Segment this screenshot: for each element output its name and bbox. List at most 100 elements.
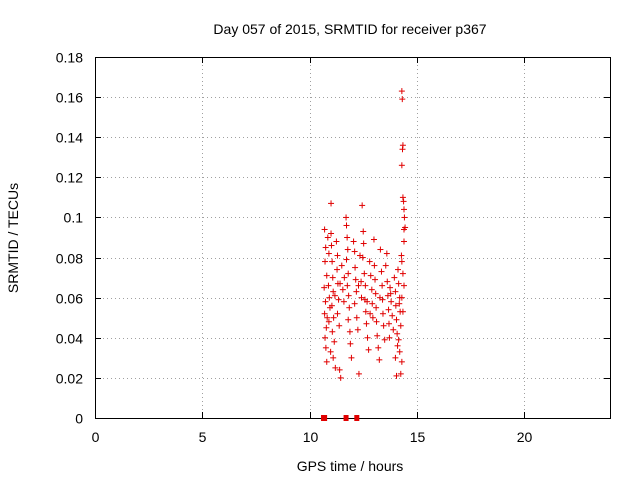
x-tick-label: 15 [410, 429, 426, 445]
data-point [398, 162, 405, 169]
zero-data-point [354, 415, 360, 421]
data-point [325, 250, 332, 257]
data-point [327, 348, 334, 355]
data-point [376, 294, 383, 301]
data-point [387, 284, 394, 291]
data-point [362, 308, 369, 315]
data-point [329, 328, 336, 335]
data-point [382, 262, 389, 269]
data-point [374, 332, 381, 339]
y-tick-label: 0.04 [56, 331, 83, 347]
data-point [362, 282, 369, 289]
data-point [399, 96, 406, 103]
data-point [379, 282, 386, 289]
data-point [343, 222, 350, 229]
data-point [400, 198, 407, 205]
data-point [379, 310, 386, 317]
data-point [335, 296, 342, 303]
data-point [332, 364, 339, 371]
data-point [385, 306, 392, 313]
data-point [331, 338, 338, 345]
data-point [398, 252, 405, 259]
data-point [336, 322, 343, 329]
x-axis-label: GPS time / hours [297, 458, 404, 474]
data-point [392, 302, 399, 309]
data-point [373, 318, 380, 325]
data-point [329, 274, 336, 281]
data-point [396, 300, 403, 307]
data-point [330, 314, 337, 321]
x-tick-label: 0 [92, 429, 100, 445]
data-point [401, 282, 407, 289]
data-point [334, 252, 341, 259]
y-tick-label: 0 [75, 411, 83, 427]
data-point [328, 302, 335, 309]
y-tick-label: 0.06 [56, 291, 83, 307]
data-point [381, 336, 388, 343]
data-point [385, 320, 392, 327]
data-point [343, 214, 350, 221]
data-point [358, 294, 365, 301]
data-point [384, 278, 391, 285]
data-point [366, 258, 373, 265]
chart-title: Day 057 of 2015, SRMTID for receiver p36… [213, 21, 486, 37]
data-point [323, 324, 330, 331]
data-point [328, 200, 335, 207]
data-point [321, 310, 328, 317]
data-point [323, 358, 330, 365]
data-point [322, 244, 329, 251]
x-tick-label: 20 [517, 429, 533, 445]
data-point [401, 238, 407, 245]
data-point [350, 238, 357, 245]
zero-data-point [343, 415, 349, 421]
data-point [372, 276, 379, 283]
data-point [373, 304, 380, 311]
y-tick-label: 0.18 [56, 50, 83, 66]
data-point [372, 290, 379, 297]
data-point [360, 228, 367, 235]
data-point [397, 322, 404, 329]
data-point [370, 236, 377, 243]
data-point [397, 370, 404, 377]
data-point [324, 234, 331, 241]
y-tick-label: 0.12 [56, 170, 83, 186]
data-point [367, 310, 374, 317]
data-point [343, 256, 350, 263]
data-point [392, 354, 399, 361]
data-point [341, 274, 348, 281]
data-point [345, 292, 352, 299]
data-point [352, 264, 359, 271]
data-point [344, 282, 351, 289]
data-point [395, 336, 402, 343]
data-point [389, 312, 396, 319]
data-point [322, 334, 329, 341]
x-tick-label: 5 [199, 429, 207, 445]
data-point [398, 358, 405, 365]
data-point [387, 290, 394, 297]
y-tick-label: 0.16 [56, 90, 83, 106]
axis-ticks: 0 0.02 0.04 0.06 0.08 0.1 0.12 0.14 0.16 0.18 0 5 10… [56, 50, 610, 445]
data-point [377, 246, 384, 253]
data-point [344, 246, 351, 253]
data-point [383, 250, 390, 257]
data-point [339, 286, 346, 293]
data-point [399, 194, 406, 201]
plot-frame [95, 57, 611, 419]
data-point [352, 276, 359, 283]
data-point [321, 284, 328, 291]
data-point [329, 258, 336, 265]
data-point [401, 214, 408, 221]
data-point [345, 270, 352, 277]
data-point [321, 226, 328, 233]
data-point [328, 242, 335, 249]
data-point [338, 262, 345, 269]
data-point [348, 354, 355, 361]
data-point [401, 226, 407, 233]
data-point [333, 238, 340, 245]
data-point [323, 272, 330, 279]
data-point [346, 328, 353, 335]
y-tick-label: 0.08 [56, 251, 83, 267]
data-point [325, 318, 332, 325]
data-point [358, 278, 365, 285]
data-point [351, 248, 358, 255]
